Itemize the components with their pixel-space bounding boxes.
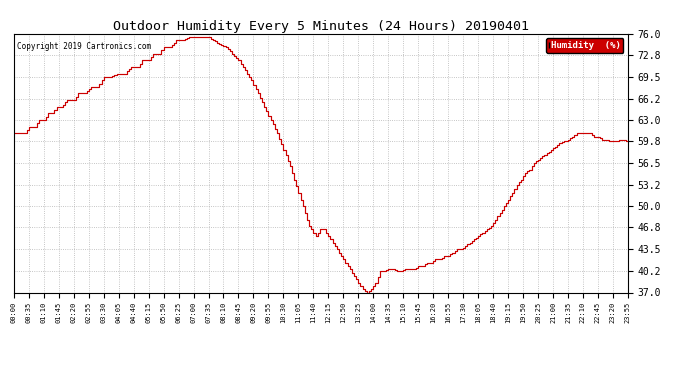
Legend: Humidity  (%): Humidity (%) xyxy=(546,38,623,53)
Title: Outdoor Humidity Every 5 Minutes (24 Hours) 20190401: Outdoor Humidity Every 5 Minutes (24 Hou… xyxy=(113,20,529,33)
Text: Copyright 2019 Cartronics.com: Copyright 2019 Cartronics.com xyxy=(17,42,151,51)
